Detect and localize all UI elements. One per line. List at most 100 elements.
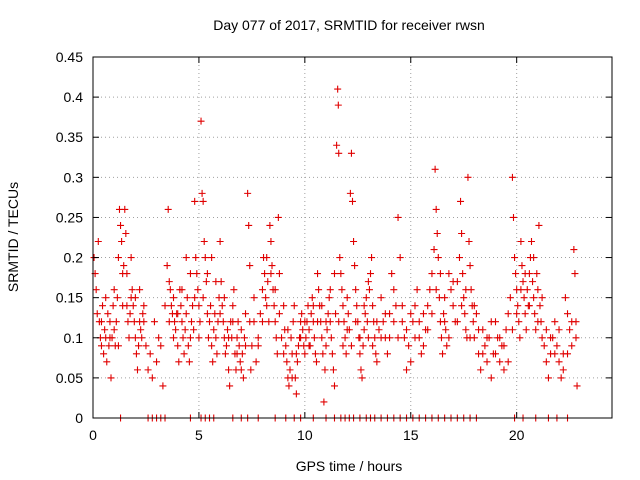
data-point xyxy=(124,318,132,326)
data-point xyxy=(475,326,483,334)
data-point xyxy=(314,318,322,326)
data-point xyxy=(441,318,449,326)
data-point xyxy=(166,286,174,294)
data-point xyxy=(110,286,118,294)
data-point xyxy=(107,374,115,382)
data-point xyxy=(212,334,220,342)
data-point xyxy=(447,286,455,294)
data-point xyxy=(159,382,167,390)
data-point xyxy=(216,238,224,246)
data-point xyxy=(125,334,133,342)
data-point xyxy=(469,318,477,326)
data-point xyxy=(508,173,516,181)
data-point xyxy=(511,254,519,262)
data-point xyxy=(453,318,461,326)
data-point xyxy=(186,334,194,342)
y-tick-label: 0.05 xyxy=(56,370,83,386)
data-point xyxy=(571,270,579,278)
data-point xyxy=(508,326,516,334)
data-point xyxy=(320,398,328,406)
data-point xyxy=(461,310,469,318)
data-point xyxy=(219,318,227,326)
data-point xyxy=(517,238,525,246)
data-point xyxy=(218,302,226,310)
data-point xyxy=(183,294,191,302)
data-point xyxy=(256,310,264,318)
data-point xyxy=(307,310,315,318)
data-point xyxy=(432,205,440,213)
y-tick-label: 0.15 xyxy=(56,290,83,306)
data-point xyxy=(369,302,377,310)
data-point xyxy=(411,334,419,342)
data-point xyxy=(312,358,320,366)
data-point xyxy=(324,310,332,318)
data-point xyxy=(311,350,319,358)
data-point xyxy=(242,310,250,318)
data-point xyxy=(93,310,101,318)
data-point xyxy=(365,286,373,294)
data-point xyxy=(220,294,228,302)
data-point xyxy=(357,366,365,374)
data-point xyxy=(169,294,177,302)
x-tick-label: 10 xyxy=(297,427,313,443)
data-point xyxy=(564,350,572,358)
data-point xyxy=(319,350,327,358)
data-point xyxy=(305,342,313,350)
data-point xyxy=(388,270,396,278)
data-point xyxy=(148,374,156,382)
data-point xyxy=(528,238,536,246)
data-point xyxy=(274,213,282,221)
data-point xyxy=(483,358,491,366)
data-point xyxy=(352,318,360,326)
data-point xyxy=(513,310,521,318)
data-point xyxy=(229,318,237,326)
data-point xyxy=(105,342,113,350)
data-point xyxy=(237,326,245,334)
data-point xyxy=(261,270,269,278)
data-point xyxy=(103,358,111,366)
data-point xyxy=(332,310,340,318)
data-point xyxy=(392,302,400,310)
data-point xyxy=(268,262,276,270)
data-point xyxy=(369,342,377,350)
data-point xyxy=(330,382,338,390)
data-point xyxy=(286,366,294,374)
data-point xyxy=(328,350,336,358)
data-point xyxy=(398,302,406,310)
data-point xyxy=(207,302,215,310)
data-point xyxy=(449,302,457,310)
data-point xyxy=(144,366,152,374)
data-point xyxy=(153,358,161,366)
data-point xyxy=(538,294,546,302)
data-point xyxy=(555,358,563,366)
data-point xyxy=(250,294,258,302)
data-point xyxy=(138,334,146,342)
data-points xyxy=(90,85,581,422)
data-point xyxy=(244,189,252,197)
data-point xyxy=(318,302,326,310)
data-point xyxy=(333,141,341,149)
data-point xyxy=(509,213,517,221)
data-point xyxy=(308,294,316,302)
data-point xyxy=(322,318,330,326)
data-point xyxy=(254,342,262,350)
data-point xyxy=(142,342,150,350)
data-point xyxy=(326,286,334,294)
data-point xyxy=(535,221,543,229)
data-point xyxy=(110,326,118,334)
data-point xyxy=(186,270,194,278)
data-point xyxy=(136,286,144,294)
data-point xyxy=(398,318,406,326)
data-point xyxy=(177,302,185,310)
data-point xyxy=(572,334,580,342)
data-point xyxy=(432,286,440,294)
data-point xyxy=(360,326,368,334)
data-point xyxy=(190,326,198,334)
data-point xyxy=(309,302,317,310)
data-point xyxy=(283,358,291,366)
data-point xyxy=(233,334,241,342)
data-point xyxy=(210,326,218,334)
y-tick-label: 0.3 xyxy=(64,169,84,185)
